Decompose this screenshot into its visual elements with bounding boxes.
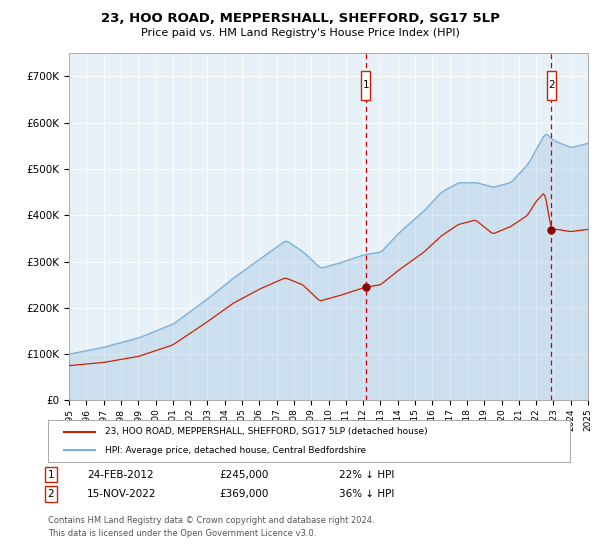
Text: £245,000: £245,000 <box>219 470 268 480</box>
Text: £369,000: £369,000 <box>219 489 268 499</box>
Text: 1: 1 <box>362 80 369 90</box>
Text: 23, HOO ROAD, MEPPERSHALL, SHEFFORD, SG17 5LP (detached house): 23, HOO ROAD, MEPPERSHALL, SHEFFORD, SG1… <box>106 427 428 436</box>
Text: 2: 2 <box>47 489 55 499</box>
Text: 22% ↓ HPI: 22% ↓ HPI <box>339 470 394 480</box>
FancyBboxPatch shape <box>361 71 370 100</box>
Text: 24-FEB-2012: 24-FEB-2012 <box>87 470 154 480</box>
Text: 23, HOO ROAD, MEPPERSHALL, SHEFFORD, SG17 5LP: 23, HOO ROAD, MEPPERSHALL, SHEFFORD, SG1… <box>101 12 499 25</box>
Text: 36% ↓ HPI: 36% ↓ HPI <box>339 489 394 499</box>
Text: 1: 1 <box>47 470 55 480</box>
Text: HPI: Average price, detached house, Central Bedfordshire: HPI: Average price, detached house, Cent… <box>106 446 367 455</box>
Text: Price paid vs. HM Land Registry's House Price Index (HPI): Price paid vs. HM Land Registry's House … <box>140 28 460 38</box>
Text: 2: 2 <box>548 80 554 90</box>
FancyBboxPatch shape <box>547 71 556 100</box>
Text: Contains HM Land Registry data © Crown copyright and database right 2024.: Contains HM Land Registry data © Crown c… <box>48 516 374 525</box>
Text: 15-NOV-2022: 15-NOV-2022 <box>87 489 157 499</box>
Text: This data is licensed under the Open Government Licence v3.0.: This data is licensed under the Open Gov… <box>48 529 316 538</box>
